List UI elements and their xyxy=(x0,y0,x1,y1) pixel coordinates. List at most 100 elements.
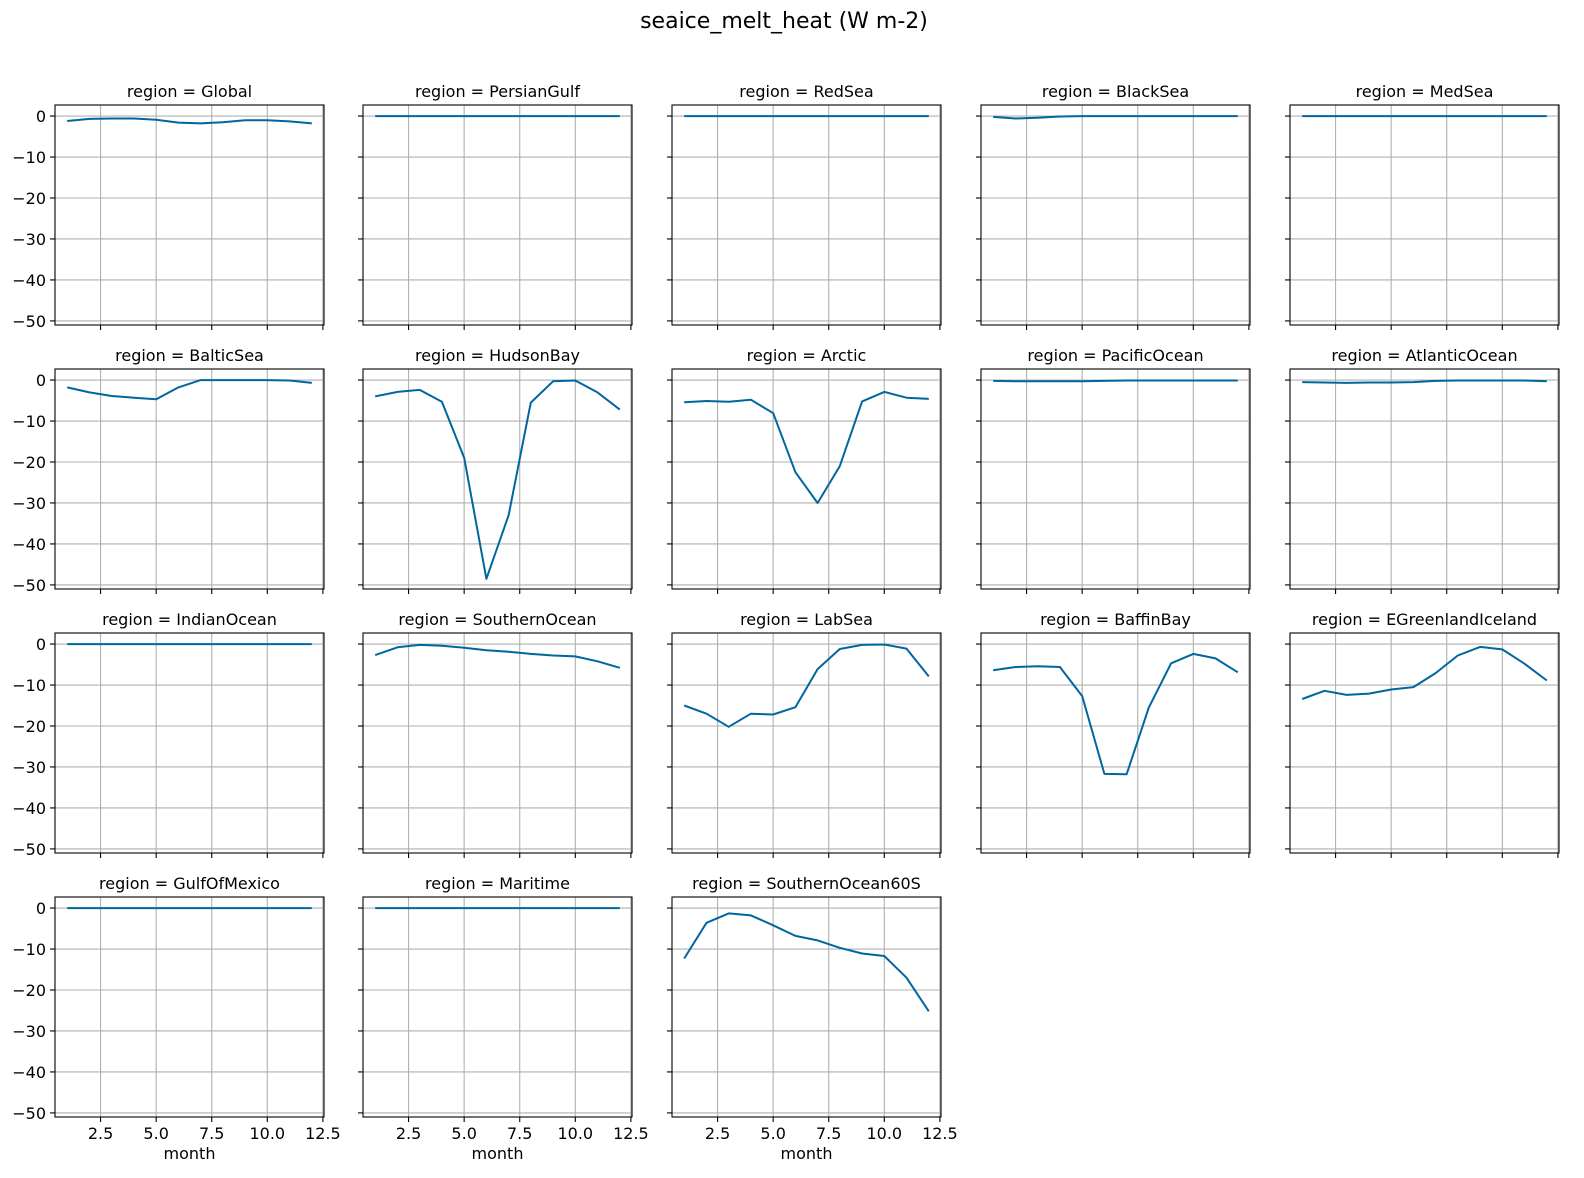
axes-frame xyxy=(671,368,942,590)
panel-PacificOcean: region = PacificOcean xyxy=(976,346,1251,594)
y-tick-label: −40 xyxy=(12,271,46,290)
axes-frame xyxy=(1289,632,1560,854)
panel-title: region = EGreenlandIceland xyxy=(1312,610,1537,629)
y-tick-label: −30 xyxy=(12,1022,46,1041)
x-tick-label: 5.0 xyxy=(760,1124,785,1143)
y-tick-label: −10 xyxy=(12,676,46,695)
panel-BaffinBay: region = BaffinBay xyxy=(976,610,1251,858)
panel-title: region = Global xyxy=(127,82,252,101)
y-tick-label: −50 xyxy=(12,840,46,859)
panel-PersianGulf: region = PersianGulf xyxy=(358,82,633,330)
panel-title: region = BalticSea xyxy=(115,346,264,365)
y-tick-label: −30 xyxy=(12,230,46,249)
panel-title: region = LabSea xyxy=(740,610,873,629)
axes-frame xyxy=(1289,368,1560,590)
y-tick-label: −30 xyxy=(12,758,46,777)
y-tick-label: −20 xyxy=(12,189,46,208)
y-tick-label: −10 xyxy=(12,148,46,167)
axes-frame xyxy=(980,632,1251,854)
panel-AtlanticOcean: region = AtlanticOcean xyxy=(1285,346,1560,594)
panel-title: region = GulfOfMexico xyxy=(99,874,280,893)
x-tick-label: 12.5 xyxy=(613,1124,649,1143)
panel-RedSea: region = RedSea xyxy=(667,82,942,330)
x-axis-label: month xyxy=(472,1144,524,1163)
series-line xyxy=(993,652,1239,776)
panel-Maritime: region = Maritime 2.5 5.0 7.5 10.0 12.5 month xyxy=(358,874,649,1163)
panel-title: region = BlackSea xyxy=(1042,82,1189,101)
panel-title: region = MedSea xyxy=(1356,82,1494,101)
y-tick-label: −10 xyxy=(12,412,46,431)
x-axis-label: month xyxy=(164,1144,216,1163)
axes-frame xyxy=(362,104,633,326)
figure-title: seaice_melt_heat (W m-2) xyxy=(640,9,928,34)
panel-title: region = SouthernOcean xyxy=(398,610,596,629)
axes-frame xyxy=(54,368,325,590)
series-line xyxy=(67,117,312,125)
x-tick-label: 10.0 xyxy=(249,1124,285,1143)
panel-MedSea: region = MedSea xyxy=(1285,82,1560,330)
series-line xyxy=(993,379,1238,383)
axes-frame xyxy=(671,104,942,326)
series-line xyxy=(66,379,312,401)
y-tick-label: −50 xyxy=(12,576,46,595)
series-line xyxy=(374,643,621,669)
series-line xyxy=(375,379,621,580)
panel-SouthernOcean: region = SouthernOcean xyxy=(358,610,633,858)
y-tick-label: 0 xyxy=(36,635,46,654)
axes-frame xyxy=(54,632,325,854)
y-tick-label: 0 xyxy=(36,899,46,918)
x-tick-label: 7.5 xyxy=(507,1124,532,1143)
y-tick-label: 0 xyxy=(36,371,46,390)
x-tick-label: 5.0 xyxy=(143,1124,168,1143)
panel-SouthernOcean60S: region = SouthernOcean60S 2.5 5.0 7.5 10.0 12… xyxy=(667,874,958,1163)
axes-frame xyxy=(1289,104,1560,326)
series-line xyxy=(683,912,930,1012)
axes-frame xyxy=(980,368,1251,590)
x-tick-label: 2.5 xyxy=(705,1124,730,1143)
series-line xyxy=(1302,379,1547,384)
axes-frame xyxy=(362,368,633,590)
x-tick-label: 7.5 xyxy=(199,1124,224,1143)
axes-frame xyxy=(671,632,942,854)
panel-GulfOfMexico: region = GulfOfMexico 0 −10 −20 −30 −40 −50 2.5… xyxy=(12,874,340,1163)
panel-Arctic: region = Arctic xyxy=(667,346,942,594)
panel-title: region = AtlanticOcean xyxy=(1331,346,1517,365)
panel-title: region = BaffinBay xyxy=(1040,610,1191,629)
axes-frame xyxy=(54,104,325,326)
panel-EGreenlandIceland: region = EGreenlandIceland xyxy=(1285,610,1560,858)
panel-BalticSea: region = BalticSea 0 −10 −20 −30 −40 −50 xyxy=(12,346,325,595)
panel-title: region = PacificOcean xyxy=(1027,346,1203,365)
panel-title: region = IndianOcean xyxy=(102,610,277,629)
x-tick-label: 12.5 xyxy=(922,1124,958,1143)
y-tick-label: −50 xyxy=(12,312,46,331)
x-axis-label: month xyxy=(781,1144,833,1163)
series-line xyxy=(683,643,930,728)
y-tick-label: −40 xyxy=(12,1063,46,1082)
y-tick-label: −20 xyxy=(12,981,46,1000)
axes-frame xyxy=(980,104,1251,326)
axes-frame xyxy=(671,896,942,1118)
x-tick-label: 7.5 xyxy=(816,1124,841,1143)
y-tick-label: −20 xyxy=(12,717,46,736)
panel-title: region = RedSea xyxy=(739,82,873,101)
y-tick-label: −20 xyxy=(12,453,46,472)
panel-HudsonBay: region = HudsonBay xyxy=(358,346,633,594)
x-tick-label: 2.5 xyxy=(396,1124,421,1143)
y-tick-label: −30 xyxy=(12,494,46,513)
panel-LabSea: region = LabSea xyxy=(667,610,942,858)
panel-title: region = Arctic xyxy=(747,346,867,365)
x-tick-label: 12.5 xyxy=(305,1124,341,1143)
axes-frame xyxy=(362,632,633,854)
series-line xyxy=(1301,645,1548,700)
x-tick-label: 5.0 xyxy=(451,1124,476,1143)
panel-title: region = HudsonBay xyxy=(415,346,580,365)
y-tick-label: −50 xyxy=(12,1104,46,1123)
axes-frame xyxy=(54,896,325,1118)
x-tick-label: 10.0 xyxy=(866,1124,902,1143)
y-tick-label: 0 xyxy=(36,107,46,126)
series-line xyxy=(993,115,1238,120)
y-tick-label: −10 xyxy=(12,940,46,959)
panel-title: region = Maritime xyxy=(425,874,570,893)
panel-BlackSea: region = BlackSea xyxy=(976,82,1251,330)
